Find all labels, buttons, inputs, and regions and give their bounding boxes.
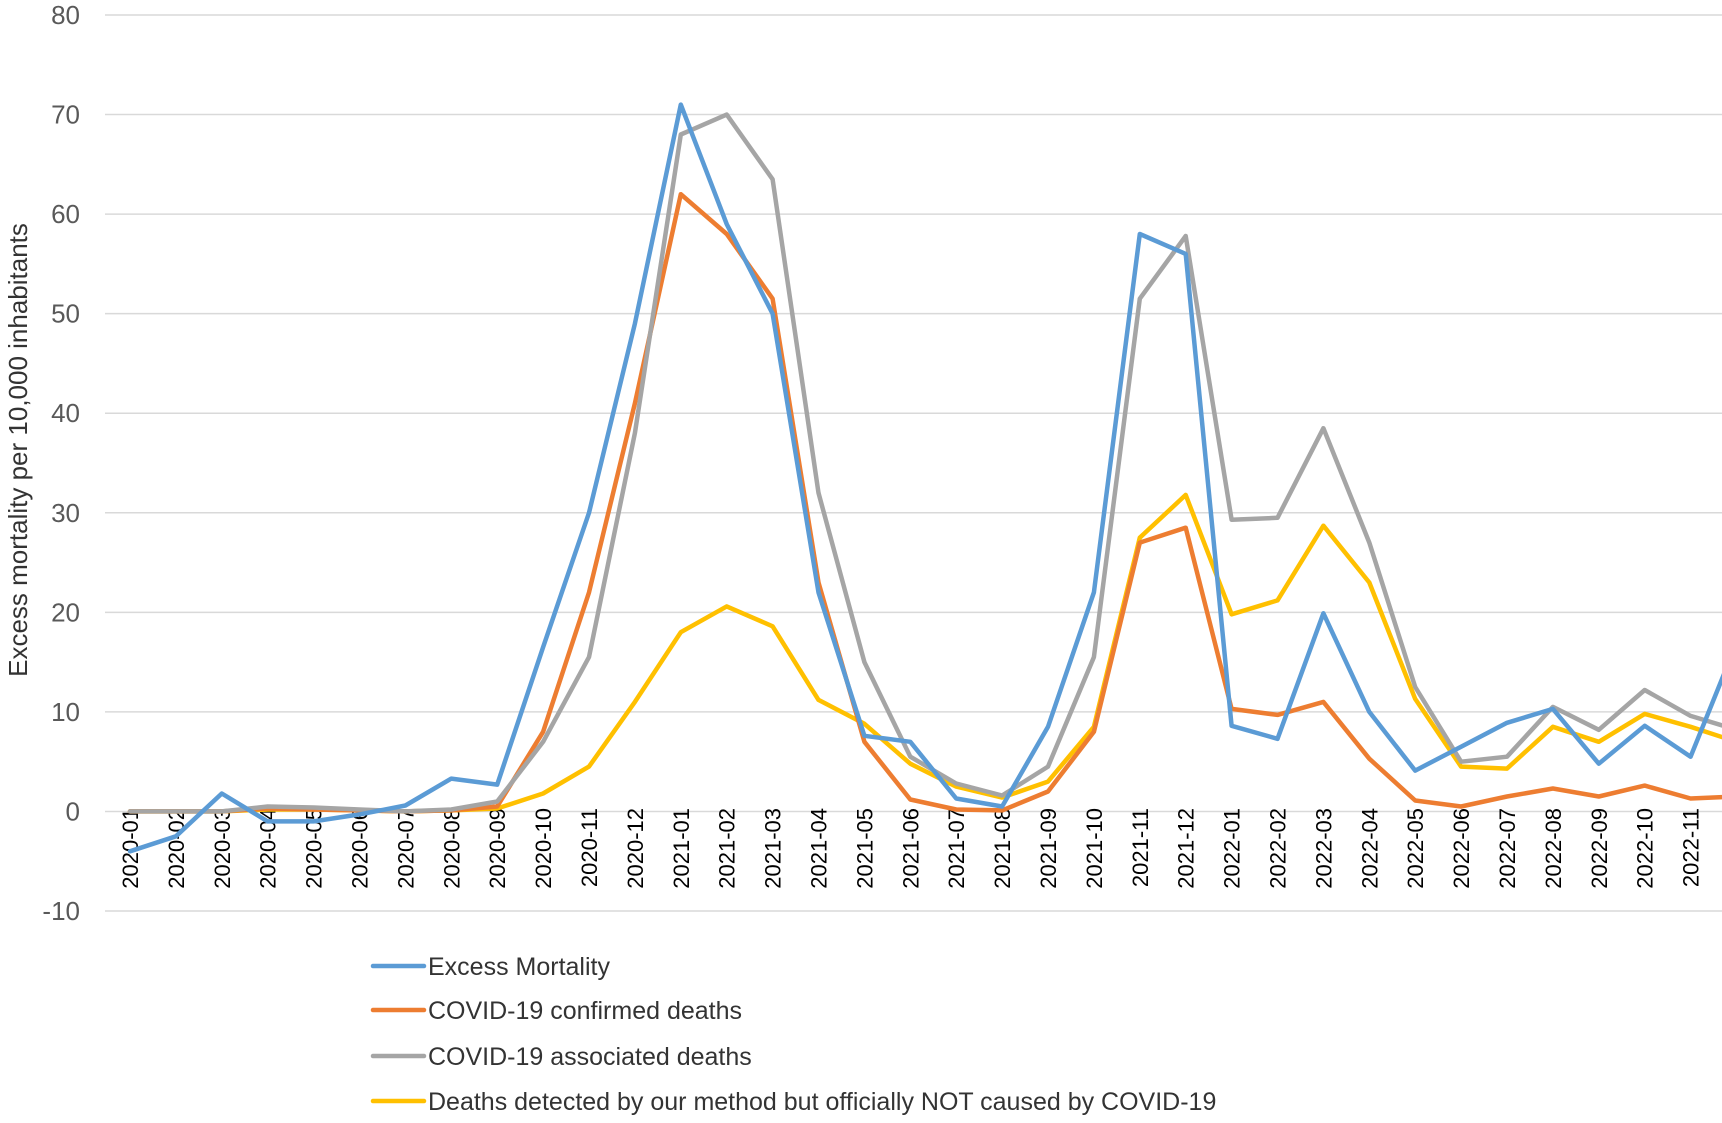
x-tick-label: 2022-10: [1633, 808, 1658, 889]
legend: Excess Mortality COVID-19 confirmed death…: [370, 953, 1216, 1116]
x-tick-label: 2021-02: [715, 808, 740, 889]
y-tick-label: 0: [66, 796, 80, 826]
y-tick-label: 50: [51, 299, 80, 329]
y-axis-ticks: -10 0 10 20 30 40 50 60 70 80: [42, 0, 80, 926]
x-tick-label: 2021-11: [1128, 808, 1153, 887]
x-tick-label: 2022-06: [1449, 808, 1474, 889]
series-line-excess-mortality: [127, 102, 1722, 854]
y-tick-label: 40: [51, 398, 80, 428]
x-tick-label: 2022-02: [1266, 808, 1291, 889]
y-tick-label: 60: [51, 199, 80, 229]
legend-label: Deaths detected by our method but offici…: [428, 1088, 1216, 1116]
series-lines: [127, 102, 1722, 854]
x-tick-label: 2020-09: [485, 808, 510, 889]
x-tick-label: 2021-05: [852, 808, 877, 889]
y-tick-label: 80: [51, 0, 80, 30]
x-tick-label: 2022-08: [1541, 808, 1566, 889]
y-tick-label: 70: [51, 100, 80, 130]
legend-label: Excess Mortality: [428, 953, 610, 981]
x-tick-label: 2022-05: [1403, 808, 1428, 889]
x-tick-label: 2020-12: [623, 808, 648, 889]
x-tick-label: 2020-02: [164, 808, 189, 889]
y-axis-label: Excess mortality per 10,000 inhabitants: [3, 223, 33, 677]
series-line-covid-19-confirmed-deaths: [127, 191, 1722, 814]
x-tick-label: 2022-04: [1357, 808, 1382, 889]
x-tick-label: 2022-03: [1311, 808, 1336, 889]
x-tick-label: 2020-10: [531, 808, 556, 889]
x-tick-label: 2021-09: [1036, 808, 1061, 889]
x-tick-label: 2022-09: [1587, 808, 1612, 889]
legend-label: COVID-19 associated deaths: [428, 1043, 752, 1071]
x-tick-label: 2020-06: [348, 808, 373, 889]
y-tick-label: 20: [51, 597, 80, 627]
x-tick-label: 2020-07: [393, 808, 418, 889]
x-tick-label: 2021-07: [944, 808, 969, 889]
series-line-covid-19-associated-deaths: [127, 112, 1722, 814]
x-tick-label: 2020-11: [577, 808, 602, 887]
gridlines: [105, 14, 1722, 912]
y-tick-label: -10: [42, 896, 80, 926]
x-tick-label: 2021-04: [807, 808, 832, 889]
y-tick-label: 30: [51, 498, 80, 528]
x-axis-ticks: 2020-01 2020-02 2020-03 2020-04 2020-05 2020-…: [118, 808, 1704, 889]
x-tick-label: 2021-10: [1082, 808, 1107, 889]
x-tick-label: 2022-07: [1495, 808, 1520, 889]
x-tick-label: 2022-11: [1679, 808, 1704, 887]
legend-label: COVID-19 confirmed deaths: [428, 997, 742, 1025]
x-tick-label: 2021-01: [669, 808, 694, 889]
x-tick-label: 2021-12: [1174, 808, 1199, 889]
x-tick-label: 2021-06: [898, 808, 923, 889]
x-tick-label: 2021-03: [761, 808, 786, 889]
x-tick-label: 2022-01: [1220, 808, 1245, 889]
y-tick-label: 10: [51, 697, 80, 727]
x-tick-label: 2020-03: [210, 808, 235, 889]
x-tick-label: 2020-08: [439, 808, 464, 889]
x-tick-label: 2021-08: [990, 808, 1015, 889]
